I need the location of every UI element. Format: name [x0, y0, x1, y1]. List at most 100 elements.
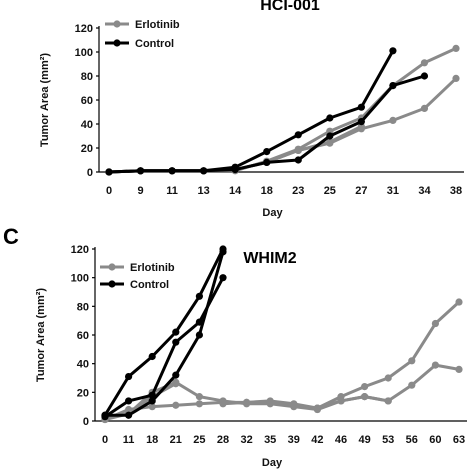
- y-tick-label: 0: [87, 167, 93, 179]
- data-point: [125, 397, 133, 405]
- x-tick-label: 31: [387, 185, 399, 197]
- x-tick-label: 39: [288, 434, 300, 446]
- data-point: [195, 393, 203, 401]
- series-line: [105, 251, 225, 417]
- y-tick-label: 100: [75, 47, 93, 59]
- legend-swatch-marker: [108, 263, 116, 271]
- series-control: [105, 47, 397, 176]
- data-point: [172, 380, 180, 388]
- data-point: [337, 397, 345, 405]
- x-tick-label: 46: [335, 434, 347, 446]
- y-tick-label: 0: [83, 416, 89, 428]
- x-tick-label: 0: [102, 434, 108, 446]
- y-tick-label: 80: [77, 301, 89, 313]
- data-point: [326, 139, 334, 147]
- x-tick-label: 63: [453, 434, 465, 446]
- data-point: [148, 403, 156, 411]
- data-point: [294, 146, 302, 154]
- series-control: [101, 248, 227, 419]
- data-point: [420, 104, 429, 112]
- x-tick-label: 14: [229, 185, 242, 197]
- data-point: [172, 371, 180, 379]
- series-erlotinib: [101, 298, 463, 424]
- x-tick-label: 53: [382, 434, 394, 446]
- data-point: [200, 167, 208, 175]
- data-point: [389, 47, 397, 55]
- x-axis-label: Day: [262, 457, 283, 469]
- data-point: [313, 404, 321, 412]
- data-point: [384, 374, 392, 382]
- data-point: [148, 352, 156, 361]
- y-tick-label: 80: [81, 71, 93, 83]
- y-tick-label: 20: [77, 387, 89, 399]
- data-point: [219, 274, 227, 282]
- series-erlotinib: [219, 361, 463, 412]
- data-point: [219, 400, 227, 408]
- x-tick-label: 11: [166, 185, 178, 197]
- data-point: [326, 132, 334, 140]
- y-axis-label: Tumor Area (mm²): [35, 288, 47, 382]
- x-tick-label: 0: [106, 185, 112, 197]
- data-point: [125, 405, 133, 414]
- legend-swatch-marker: [113, 20, 121, 28]
- data-point: [294, 131, 302, 139]
- data-point: [172, 401, 180, 409]
- data-point: [361, 383, 369, 391]
- data-point: [455, 365, 463, 373]
- x-tick-label: 9: [137, 185, 143, 197]
- data-point: [168, 167, 176, 175]
- series-line: [108, 50, 395, 174]
- legend-swatch-marker: [113, 39, 121, 47]
- data-point: [136, 167, 145, 175]
- x-tick-label: 32: [240, 434, 252, 446]
- chart-title: HCI-001: [260, 0, 320, 14]
- data-point: [384, 397, 392, 405]
- x-tick-label: 18: [146, 434, 158, 446]
- data-point: [195, 400, 203, 408]
- data-point: [420, 72, 429, 80]
- y-tick-label: 120: [71, 244, 89, 256]
- data-point: [357, 103, 365, 111]
- data-point: [195, 331, 203, 339]
- data-point: [125, 411, 133, 419]
- x-tick-label: 49: [358, 434, 370, 446]
- data-point: [195, 292, 203, 300]
- data-point: [389, 116, 397, 124]
- legend-label: Erlotinib: [130, 262, 175, 274]
- data-point: [452, 74, 460, 82]
- data-point: [243, 398, 251, 406]
- chart-panel-1: 0 20 40 60 80 100 120 0 9 11 13 14 18 23 25 27 31 34 38 Day…: [39, 0, 464, 219]
- chart-panel-2: 0 20 40 60 80 100 120 0 11 18 21 25 28 32 35 39 42 46 49 53…: [3, 224, 467, 469]
- x-tick-label: 13: [198, 185, 210, 197]
- legend-label: Control: [135, 38, 174, 50]
- data-point: [431, 319, 439, 328]
- x-tick-label: 35: [264, 434, 276, 446]
- x-tick-label: 60: [429, 434, 441, 446]
- data-point: [455, 298, 463, 306]
- panel-letter: C: [3, 224, 19, 249]
- x-tick-label: 38: [450, 185, 462, 197]
- y-tick-label: 60: [81, 95, 93, 107]
- data-point: [389, 82, 397, 90]
- y-axis-label: Tumor Area (mm²): [39, 53, 51, 147]
- data-point: [263, 158, 271, 166]
- data-point: [219, 248, 227, 256]
- y-tick-label: 60: [77, 330, 89, 342]
- x-tick-label: 11: [123, 434, 135, 446]
- x-tick-label: 25: [324, 185, 336, 197]
- data-point: [452, 44, 460, 53]
- data-point: [148, 397, 156, 405]
- legend-label: Control: [130, 279, 169, 291]
- data-point: [357, 118, 365, 126]
- data-point: [263, 148, 271, 156]
- x-tick-label: 34: [418, 185, 431, 197]
- data-point: [231, 166, 239, 174]
- legend-swatch-marker: [108, 280, 116, 288]
- data-point: [266, 397, 274, 405]
- data-point: [431, 361, 439, 369]
- x-tick-label: 18: [261, 185, 273, 197]
- x-axis-label: Day: [262, 207, 283, 219]
- data-point: [326, 114, 334, 122]
- series-line: [103, 248, 225, 417]
